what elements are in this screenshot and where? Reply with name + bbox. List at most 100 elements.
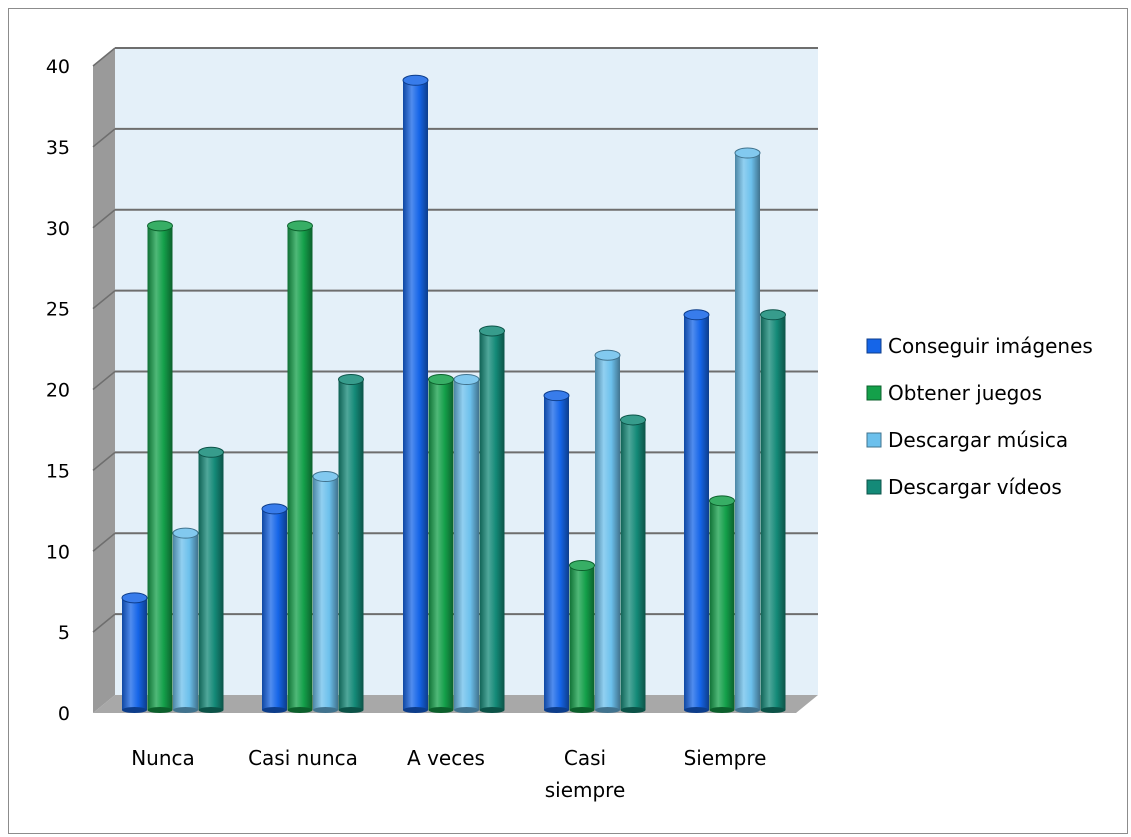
- bar: [402, 74, 429, 713]
- bar-cap: [709, 495, 735, 507]
- bar-body: [544, 395, 569, 710]
- bar: [172, 527, 199, 713]
- bar-body: [760, 314, 786, 710]
- bar-base: [403, 707, 428, 713]
- bar: [479, 325, 505, 713]
- bar-cap: [683, 309, 710, 321]
- legend-label: Obtener juegos: [888, 381, 1042, 405]
- legend-swatch: [866, 338, 882, 354]
- legend-label: Descargar vídeos: [888, 475, 1062, 499]
- y-tick-label: 5: [58, 622, 70, 644]
- bar-body: [454, 379, 479, 710]
- y-tick-label: 20: [46, 380, 70, 402]
- bar-cap: [594, 349, 621, 361]
- bar: [760, 309, 786, 713]
- bar-body: [338, 379, 364, 710]
- bar-cap: [261, 503, 288, 515]
- bar-cap: [569, 560, 595, 572]
- bar-base: [479, 707, 505, 713]
- bar-base: [428, 707, 454, 713]
- bar-body: [595, 355, 620, 710]
- bar: [734, 147, 761, 713]
- y-tick-label: 10: [46, 541, 70, 563]
- bar-cap: [198, 446, 224, 458]
- bar-base: [735, 707, 760, 713]
- bar-cap: [402, 74, 429, 86]
- bar-body: [122, 597, 147, 710]
- legend-label: Conseguir imágenes: [888, 334, 1093, 358]
- legend-swatch: [866, 432, 882, 448]
- category-label: Casi: [564, 746, 606, 770]
- bar: [428, 374, 454, 713]
- bar: [620, 414, 646, 713]
- bar: [543, 390, 570, 713]
- category-label: Nunca: [131, 746, 195, 770]
- gridline-side: [92, 128, 116, 148]
- bar-cap: [734, 147, 761, 159]
- bar-body: [428, 379, 454, 710]
- category-label: Casi nunca: [248, 746, 358, 770]
- legend-item: Descargar vídeos: [866, 475, 1062, 499]
- bar-body: [313, 476, 338, 710]
- bar: [312, 471, 339, 713]
- legend: Conseguir imágenes Obtener juegos Descarga…: [866, 334, 1093, 499]
- bar-body: [569, 565, 595, 710]
- gridline-side: [92, 47, 116, 67]
- bar: [147, 220, 173, 713]
- legend-swatch: [866, 385, 882, 401]
- bar-base: [287, 707, 313, 713]
- legend-label: Descargar música: [888, 428, 1068, 452]
- bar-cap: [760, 309, 786, 321]
- bar-base: [544, 707, 569, 713]
- y-tick-labels: 0 5 10 15 20 25 30 35 40: [46, 56, 70, 725]
- gridline-side: [92, 613, 116, 633]
- legend-item: Conseguir imágenes: [866, 334, 1093, 358]
- gridline-side: [92, 532, 116, 552]
- bar-body: [287, 225, 313, 710]
- legend-item: Descargar música: [866, 428, 1068, 452]
- category-label: Siempre: [684, 746, 767, 770]
- bar-base: [262, 707, 287, 713]
- bar-cap: [543, 390, 570, 402]
- bar-base: [709, 707, 735, 713]
- bar: [594, 349, 621, 713]
- bar: [198, 446, 224, 713]
- y-tick-label: 30: [46, 218, 70, 240]
- bar-body: [620, 419, 646, 710]
- bar-cap: [453, 374, 480, 385]
- bar: [338, 374, 364, 713]
- bar-cap: [121, 592, 148, 604]
- bar-base: [313, 707, 338, 713]
- bar-body: [147, 225, 173, 710]
- category-label: A veces: [407, 746, 485, 770]
- bar: [261, 503, 288, 713]
- bar-cap: [620, 414, 646, 426]
- y-tick-label: 0: [58, 703, 70, 725]
- bar-body: [262, 508, 287, 710]
- bar-base: [454, 707, 479, 713]
- bar-body: [479, 330, 505, 710]
- bar: [287, 220, 313, 713]
- bar: [569, 560, 595, 713]
- bar-base: [338, 707, 364, 713]
- bar-base: [569, 707, 595, 713]
- bar-body: [735, 153, 760, 711]
- bar-cap: [338, 374, 364, 385]
- y-tick-label: 15: [46, 460, 70, 482]
- category-label: siempre: [545, 778, 626, 802]
- gridline-side: [92, 370, 116, 391]
- bar: [709, 495, 735, 713]
- bar-base: [173, 707, 198, 713]
- y-tick-label: 40: [46, 56, 70, 78]
- bar-cap: [428, 374, 454, 385]
- bar-body: [173, 533, 198, 710]
- legend-swatch: [866, 479, 882, 495]
- bar-cap: [312, 471, 339, 483]
- bar-body: [198, 452, 224, 710]
- bar-body: [403, 80, 428, 710]
- bars: [121, 74, 786, 713]
- bar-base: [684, 707, 709, 713]
- bar-cap: [287, 220, 313, 232]
- bar-base: [147, 707, 173, 713]
- bar-body: [709, 500, 735, 710]
